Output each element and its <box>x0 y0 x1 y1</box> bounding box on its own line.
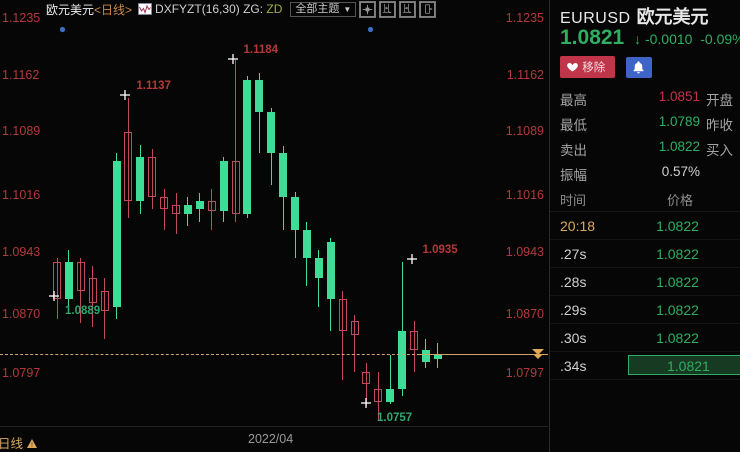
svg-text:!: ! <box>32 442 34 449</box>
